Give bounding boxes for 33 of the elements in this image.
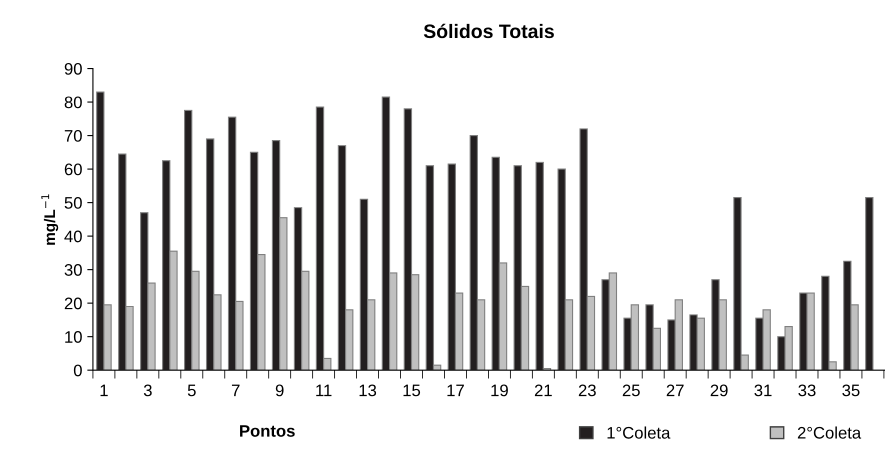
x-tick-label: 5 — [188, 384, 196, 396]
x-tick-label: 9 — [276, 384, 284, 396]
x-tick-label: 29 — [710, 384, 728, 396]
legend-label: 2°Coleta — [798, 426, 862, 439]
x-tick-label: 19 — [491, 384, 508, 396]
y-tick-label: 50 — [64, 197, 82, 209]
x-tick-label: 25 — [622, 384, 640, 396]
y-axis-title: mg/L$^{−1}$ — [41, 194, 58, 245]
x-tick-label: 31 — [754, 384, 772, 396]
x-tick-label: 23 — [578, 384, 596, 396]
x-tick-label: 13 — [360, 384, 376, 396]
x-tick-label: 1 — [100, 384, 108, 396]
y-tick-label: 10 — [65, 331, 82, 343]
x-tick-label: 11 — [316, 384, 332, 396]
y-tick-label: 30 — [64, 264, 82, 276]
y-tick-label: 0 — [74, 364, 82, 376]
y-tick-label: 40 — [64, 230, 82, 242]
x-tick-label: 3 — [144, 384, 152, 396]
x-tick-label: 35 — [842, 384, 860, 396]
y-tick-label: 90 — [64, 62, 82, 75]
x-tick-label: 7 — [232, 384, 240, 396]
chart-title: Sólidos Totais — [424, 24, 554, 38]
x-axis-title: Pontos — [240, 425, 295, 437]
x-tick-label: 21 — [534, 384, 552, 396]
x-tick-label: 33 — [798, 384, 816, 396]
x-tick-label: 15 — [404, 384, 420, 396]
x-tick-label: 27 — [666, 384, 684, 396]
x-tick-label: 17 — [447, 384, 464, 396]
y-tick-label: 70 — [64, 130, 82, 142]
legend-label: 1°Coleta — [608, 426, 670, 439]
y-tick-label: 80 — [64, 96, 82, 108]
y-tick-label: 60 — [64, 163, 82, 176]
y-tick-label: 20 — [64, 298, 82, 310]
